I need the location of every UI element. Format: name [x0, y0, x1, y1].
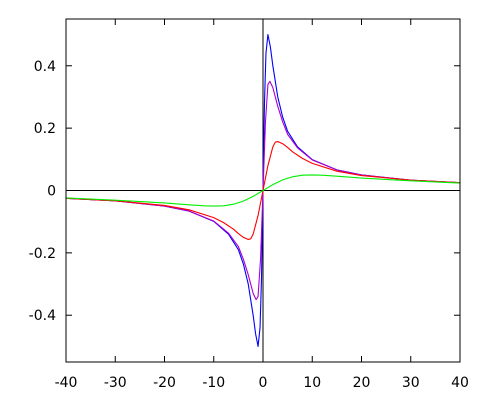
x-tick-label: 30 — [402, 375, 420, 391]
y-tick-label: -0.2 — [29, 246, 56, 262]
y-tick-label: -0.4 — [29, 308, 56, 324]
y-tick-label: 0 — [47, 184, 56, 200]
x-tick-label: 20 — [353, 375, 371, 391]
x-tick-label: -20 — [153, 375, 176, 391]
y-axis-ticks: -0.4 -0.2 0 0.2 0.4 — [29, 59, 460, 324]
x-tick-label: -10 — [202, 375, 225, 391]
x-tick-label: -30 — [104, 375, 127, 391]
x-tick-label: -40 — [55, 375, 78, 391]
x-tick-label: 0 — [259, 375, 268, 391]
series-layer — [65, 34, 461, 347]
x-tick-label: 40 — [451, 375, 469, 391]
x-axis-ticks: -40 -30 -20 -10 0 10 20 30 40 — [55, 19, 469, 391]
y-tick-label: 0.2 — [34, 121, 56, 137]
y-tick-label: 0.4 — [34, 59, 56, 75]
series-line-4 — [65, 174, 461, 207]
x-tick-label: 10 — [303, 375, 321, 391]
